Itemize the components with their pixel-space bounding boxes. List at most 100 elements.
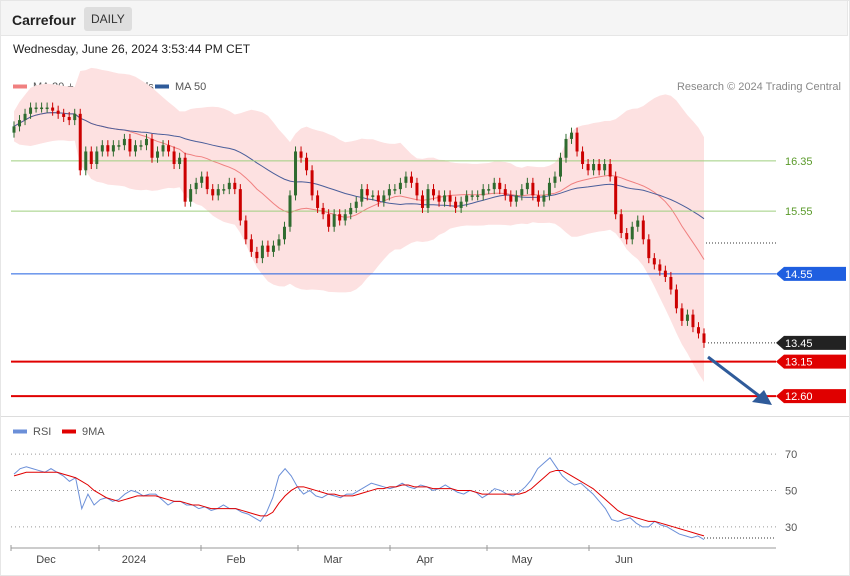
rsi-pane: 70 50 30 [11,449,797,540]
candle [487,184,491,195]
candle [200,171,204,188]
candle [531,177,535,201]
legend-label-rsi: RSI [33,426,51,438]
candle [139,140,143,151]
legend-swatch-ma50 [155,84,169,89]
candle [575,127,579,157]
candle [393,184,397,195]
candle [360,184,364,207]
candle [56,105,60,119]
candle-body [51,107,55,111]
candle [216,184,220,201]
period-badge[interactable]: DAILY [84,7,132,31]
candle [492,177,496,195]
candle-body [338,214,342,221]
x-axis-labels: Dec 2024 Feb Mar Apr May Jun [10,545,633,566]
x-tick-label: Apr [416,554,433,566]
ma20-line [13,112,705,260]
level-label: 14.55 [785,269,813,281]
candle [371,190,375,201]
candle [608,159,612,182]
candle-body [702,333,706,343]
candle [299,146,303,163]
candle-body [360,189,364,202]
candle-body [426,189,430,208]
candle-body [266,245,270,252]
candle [29,102,33,119]
candle-body [558,157,562,177]
price-levels: 16.35 15.55 14.55 13.45 13.15 12.60 [11,156,846,404]
candle [503,184,507,201]
candle [349,202,353,220]
candle-body [305,157,309,171]
candle [669,271,673,295]
candle [542,190,546,207]
candle [343,209,347,226]
candle-body [465,195,469,202]
candle-body [56,110,60,114]
candle [625,228,629,245]
x-tick-label: Feb [227,554,246,566]
rsi-line [13,456,705,540]
candle-body [669,276,673,290]
candle-body [271,245,275,252]
candle-body [481,189,485,196]
candle-body [498,182,502,190]
candle-body [647,239,651,259]
candle-body [415,182,419,196]
candle-body [62,113,66,117]
candle-body [531,182,535,196]
candle [437,190,441,207]
x-tick-label: Jun [615,554,633,566]
candle [564,133,568,163]
candle [95,146,99,170]
candle [525,177,529,195]
candle [205,171,209,195]
candle-body [597,164,601,171]
candle-body [459,201,463,208]
candle-body [40,107,44,110]
moving-averages [13,112,776,260]
candle-body [652,258,656,265]
candle [398,177,402,195]
candle-body [520,189,524,196]
candle-body [282,226,286,240]
candle-body [34,107,38,110]
candle [183,152,187,207]
candle [167,140,171,157]
level-label: 13.15 [785,357,813,369]
x-tick-label: May [512,554,533,566]
candle-body [685,314,689,321]
candle-body [680,308,684,321]
candle [420,190,424,213]
candle-body [183,157,187,202]
candle-body [117,145,121,147]
candle [161,140,165,157]
candle-body [222,189,226,191]
candle [84,146,88,176]
candle [448,190,452,207]
candle [674,284,678,314]
candle [354,196,358,213]
candle [685,309,689,326]
candle-body [476,195,480,197]
candle [376,190,380,207]
candle-body [327,214,331,227]
candle-body [393,189,397,191]
candle-body [404,176,408,183]
candle [122,133,126,151]
candle-body [674,289,678,309]
candle-body [349,207,353,215]
candle-body [255,251,259,259]
candle [282,221,286,245]
candle-body [332,214,336,227]
level-label: 13.45 [785,338,813,350]
candle-body [586,164,590,171]
candle-body [575,132,579,152]
candle-body [23,113,27,121]
candle [597,159,601,176]
candle [172,146,176,170]
candle-body [249,239,253,252]
candle-body [299,151,303,158]
candle-body [178,157,182,165]
